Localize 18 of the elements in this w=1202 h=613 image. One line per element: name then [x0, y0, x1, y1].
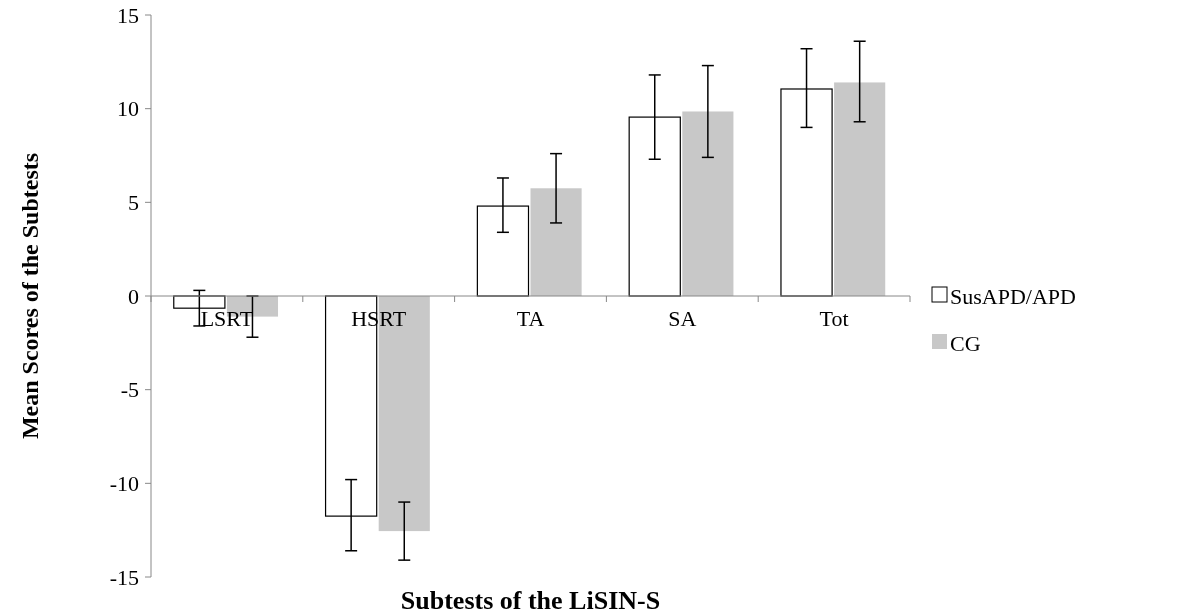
x-tick-label: SA [668, 306, 697, 331]
y-tick-label: 10 [117, 96, 139, 122]
x-axis-title: Subtests of the LiSIN-S [400, 586, 661, 613]
y-tick-label: -15 [109, 564, 139, 590]
y-axis-title: Mean Scores of the Subtests [17, 152, 43, 440]
bar [682, 111, 734, 296]
y-tick-label: 5 [128, 190, 139, 216]
y-tick-label: 15 [117, 2, 139, 28]
y-tick-label: -5 [120, 377, 139, 403]
legend-label: CG [950, 330, 981, 356]
bar [530, 188, 582, 296]
bar [834, 82, 886, 296]
y-tick-label: 0 [128, 283, 139, 309]
x-tick-label: LSRT [200, 306, 254, 331]
y-tick-label: -10 [109, 471, 139, 497]
x-tick-label: Tot [819, 306, 849, 331]
legend-label: SusAPD/APD [950, 283, 1076, 309]
x-tick-label: TA [516, 306, 545, 331]
